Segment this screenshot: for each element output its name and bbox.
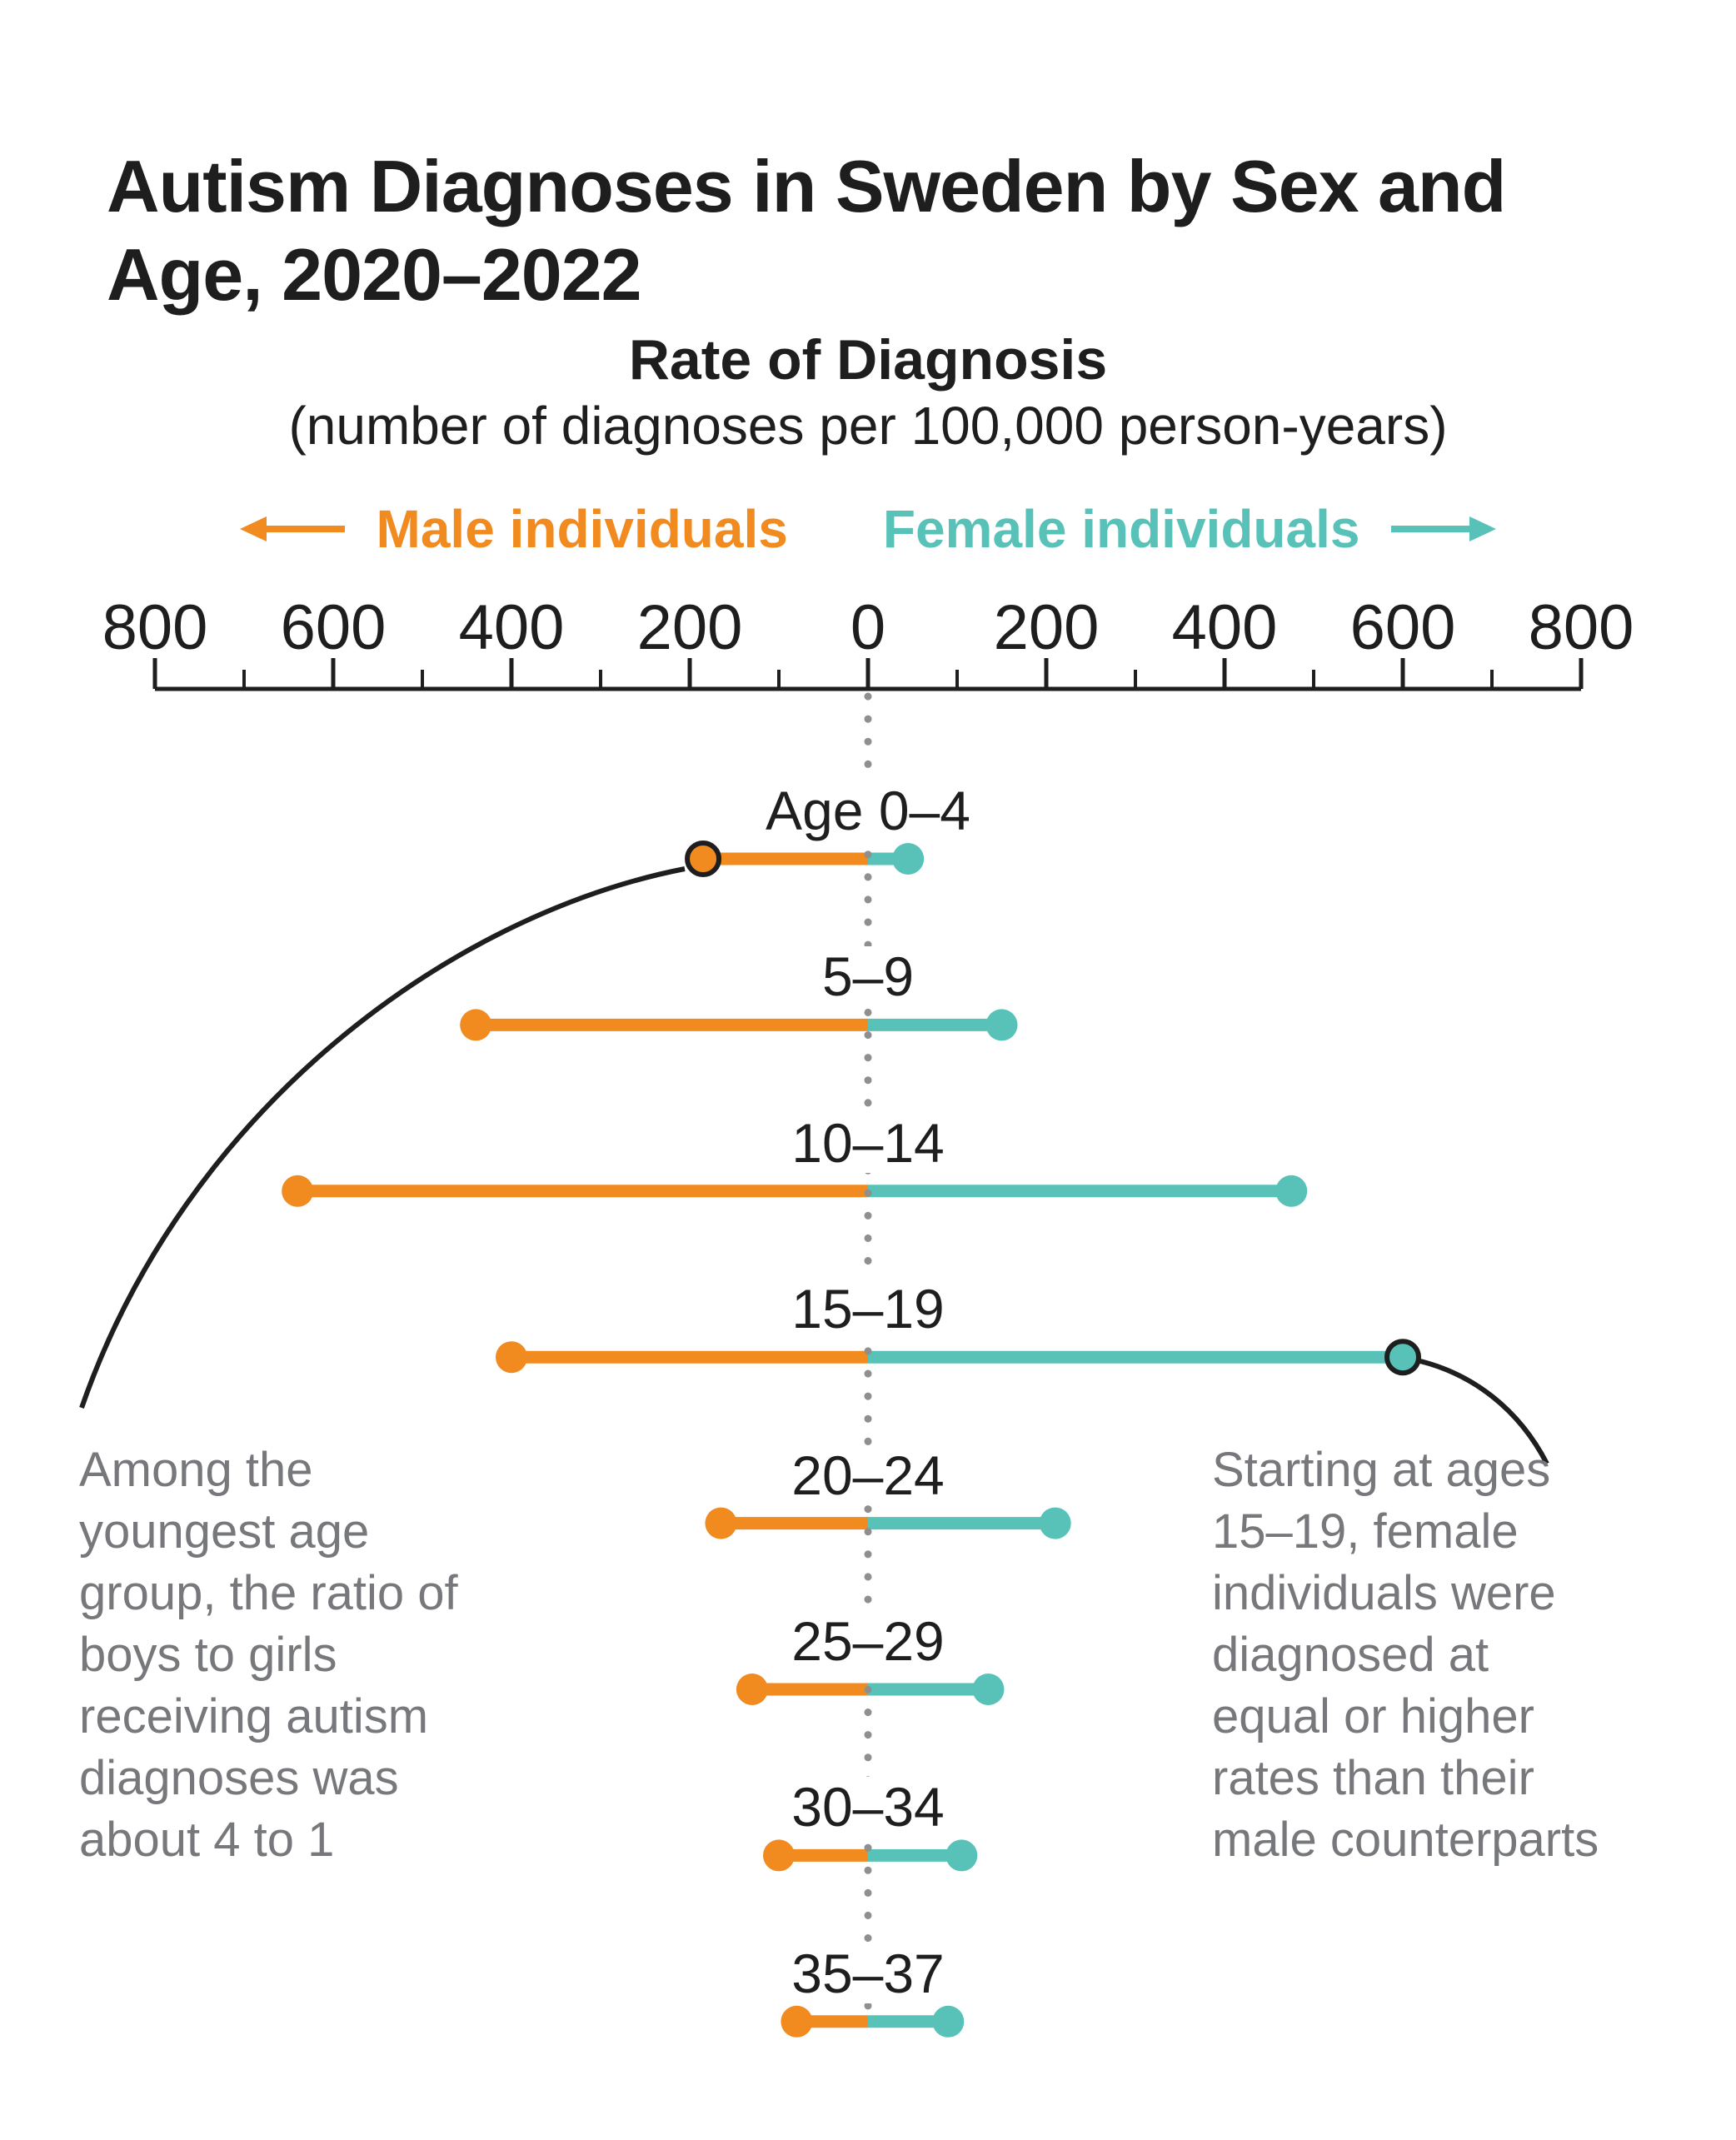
- axis-tick-label: 400: [459, 592, 565, 663]
- left-arrow-icon: [239, 516, 345, 541]
- axis-tick-label: 0: [851, 592, 885, 663]
- axis-tick-label: 600: [1350, 592, 1456, 663]
- subtitle-detail: (number of diagnoses per 100,000 person-…: [288, 396, 1448, 456]
- male-dot-5-9: [460, 1009, 492, 1041]
- male-dot-30-34: [763, 1839, 795, 1872]
- male-dot-25-29: [736, 1674, 768, 1705]
- male-dot-35-37: [781, 2005, 813, 2038]
- female-dot-15-19: [1384, 1339, 1421, 1376]
- female-dot-20-24: [1039, 1507, 1071, 1539]
- male-dot-20-24: [705, 1507, 737, 1539]
- age-label-5-9: 5–9: [811, 946, 925, 1007]
- axis-tick-label: 400: [1172, 592, 1278, 663]
- right-arrow-icon: [1391, 516, 1497, 541]
- female-dot-age-0-4: [892, 843, 925, 875]
- annotation-curve-left: [79, 866, 686, 1409]
- annotation-left: Among the youngest age group, the ratio …: [79, 1443, 458, 1867]
- age-label-30-34: 30–34: [781, 1777, 955, 1838]
- age-label-25-29: 25–29: [781, 1611, 955, 1671]
- annotation-curve-right: [1419, 1359, 1549, 1465]
- male-dot-15-19: [496, 1341, 527, 1374]
- male-dot-10-14: [282, 1175, 314, 1207]
- axis-tick-label: 600: [281, 592, 387, 663]
- female-dot-25-29: [972, 1674, 1005, 1705]
- female-dot-30-34: [945, 1839, 978, 1872]
- chart-title: Autism Diagnoses in Sweden by Sex and Ag…: [107, 144, 1506, 316]
- annotation-right: Starting at ages 15–19, female individua…: [1212, 1443, 1599, 1867]
- axis-tick-label: 200: [994, 592, 1100, 663]
- female-dot-5-9: [985, 1009, 1018, 1041]
- age-label-age-0-4: Age 0–4: [756, 781, 980, 841]
- legend-male-label: Male individuals: [376, 499, 788, 559]
- axis-tick-label: 800: [1529, 592, 1634, 663]
- legend: Male individuals Female individuals: [0, 498, 1736, 560]
- age-label-20-24: 20–24: [781, 1444, 955, 1505]
- chart-subtitle: Rate of Diagnosis (number of diagnoses p…: [0, 327, 1736, 458]
- legend-female-label: Female individuals: [882, 499, 1360, 559]
- age-label-15-19: 15–19: [781, 1279, 955, 1339]
- female-dot-10-14: [1275, 1175, 1308, 1207]
- axis-tick-label: 200: [637, 592, 743, 663]
- age-label-10-14: 10–14: [781, 1112, 955, 1173]
- age-label-35-37: 35–37: [781, 1943, 955, 2003]
- male-dot-age-0-4: [685, 841, 722, 877]
- axis-tick-label: 800: [102, 592, 208, 663]
- subtitle-heading: Rate of Diagnosis: [628, 328, 1108, 392]
- female-dot-35-37: [932, 2005, 965, 2038]
